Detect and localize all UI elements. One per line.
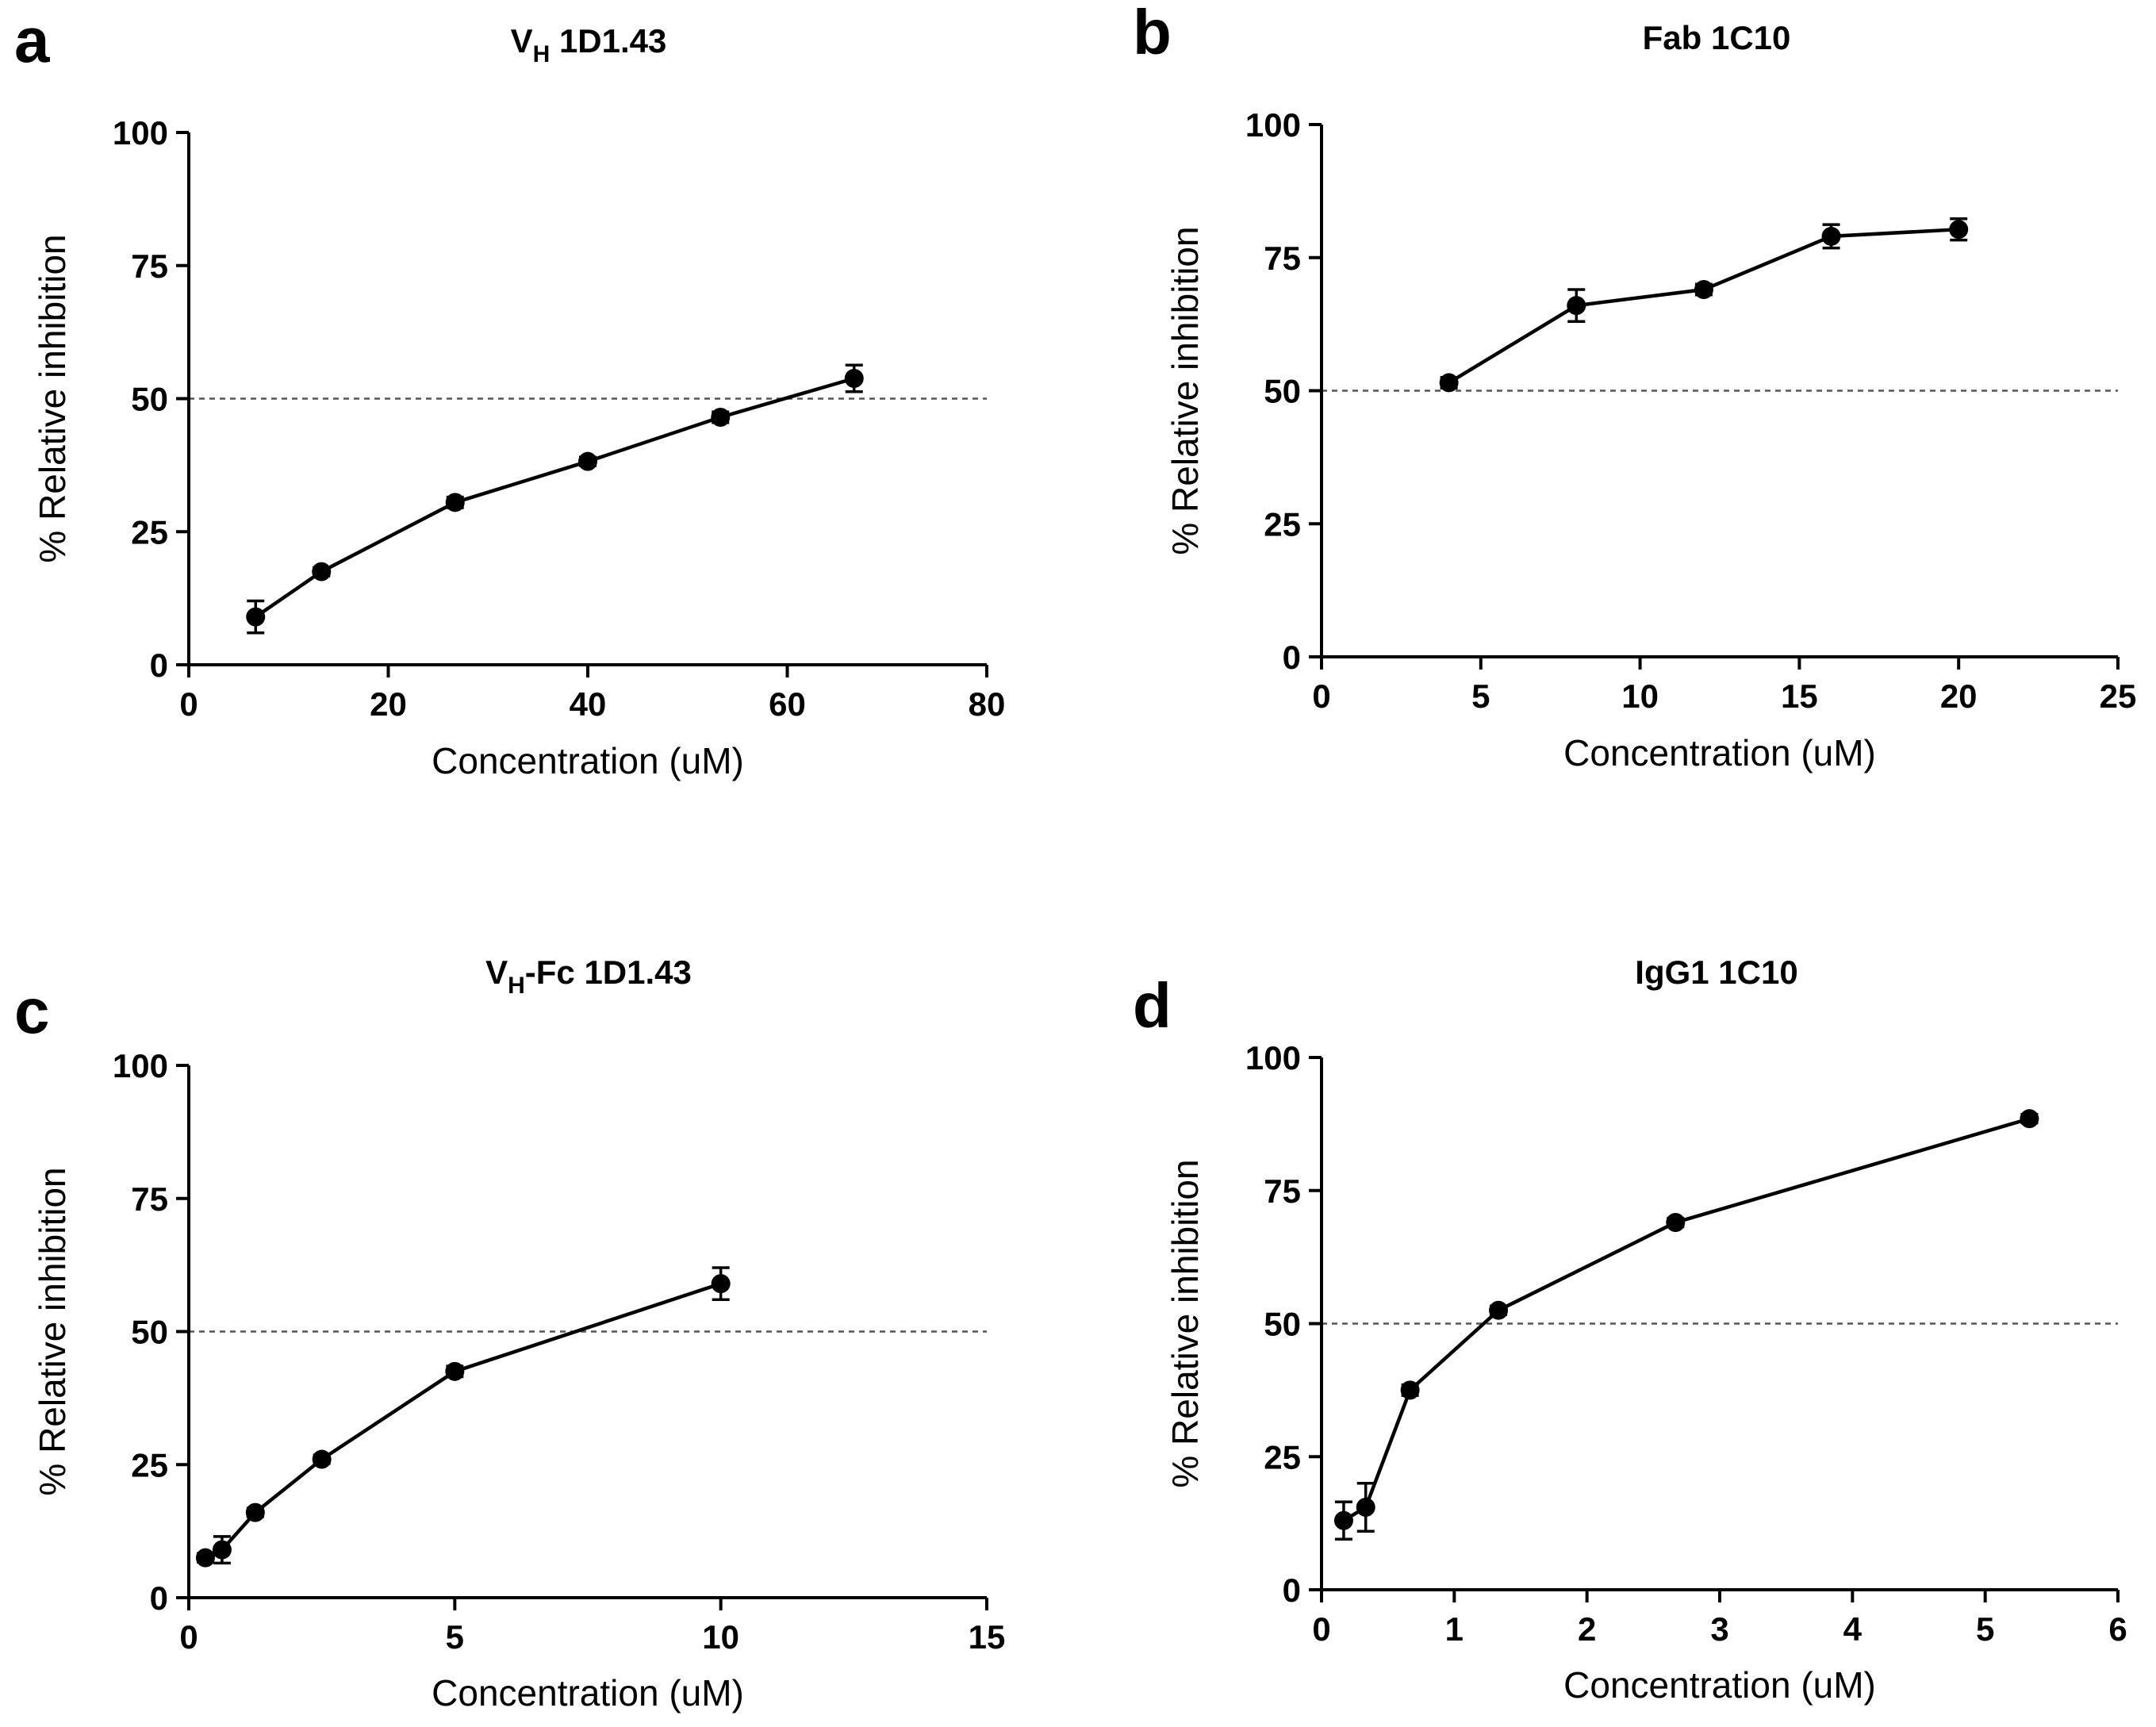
title-main: Fab 1C10 — [1643, 19, 1791, 56]
y-axis-label: % Relative inhibition — [32, 1167, 73, 1495]
y-tick-label: 100 — [1245, 106, 1301, 144]
title-main: IgG1 1C10 — [1635, 954, 1797, 991]
x-tick-label: 40 — [570, 685, 607, 723]
x-tick-label: 20 — [370, 685, 407, 723]
x-tick-label: 15 — [1781, 677, 1818, 715]
data-point — [1439, 373, 1459, 393]
x-tick-label: 1 — [1445, 1610, 1464, 1648]
y-tick-label: 0 — [150, 1579, 168, 1617]
chart-title: Fab 1C10 — [1643, 19, 1791, 56]
data-point — [445, 1361, 465, 1381]
x-tick-label: 10 — [702, 1618, 739, 1656]
data-point — [1400, 1380, 1420, 1400]
y-tick-label: 25 — [131, 1446, 168, 1483]
y-tick-label: 50 — [1264, 373, 1301, 410]
panel-letter: b — [1133, 0, 1172, 67]
x-tick-label: 15 — [969, 1618, 1006, 1656]
x-tick-label: 0 — [179, 685, 198, 723]
data-point — [245, 1502, 265, 1522]
series-line — [1448, 227, 1959, 385]
data-point — [312, 1449, 332, 1469]
title-rest: 1D1.43 — [550, 22, 666, 59]
y-tick-label: 25 — [1264, 505, 1301, 543]
y-tick-label: 100 — [113, 114, 168, 152]
y-tick-label: 50 — [1264, 1306, 1301, 1343]
y-tick-label: 100 — [1245, 1039, 1301, 1076]
x-tick-label: 80 — [969, 685, 1006, 723]
x-tick-label: 6 — [2108, 1610, 2127, 1648]
chart-title: IgG1 1C10 — [1635, 954, 1797, 991]
title-rest: -Fc 1D1.43 — [525, 954, 692, 991]
data-point — [1333, 1510, 1353, 1530]
data-point — [711, 1274, 731, 1294]
y-tick-label: 75 — [1264, 240, 1301, 277]
title-subscript: H — [533, 41, 551, 67]
data-point — [1567, 296, 1586, 316]
panel-letter: c — [14, 976, 50, 1046]
data-point — [1949, 220, 1969, 240]
series-line — [1342, 1117, 2031, 1522]
panel-d: d IgG1 1C10 0 25 50 75 100 0 1 2 3 4 5 6 Concentration… — [1133, 954, 2127, 1706]
y-tick-label: 100 — [113, 1047, 168, 1084]
x-axis-label: Concentration (uM) — [1563, 732, 1876, 773]
chart-title: VH 1D1.43 — [511, 22, 667, 67]
title-main: V — [485, 954, 508, 991]
data-point — [1821, 226, 1841, 246]
data-point — [1666, 1213, 1686, 1233]
x-tick-label: 60 — [769, 685, 806, 723]
y-tick-label: 50 — [131, 1314, 168, 1351]
x-axis-label: Concentration (uM) — [1563, 1664, 1876, 1706]
data-point — [1356, 1497, 1375, 1517]
x-tick-label: 20 — [1940, 677, 1978, 715]
data-point — [844, 369, 864, 389]
panel-b: b Fab 1C10 0 25 50 75 100 0 5 10 15 20 25 Concentrati… — [1133, 0, 2136, 773]
data-point — [195, 1548, 215, 1568]
data-point — [711, 407, 731, 427]
data-point — [1694, 280, 1713, 300]
y-axis-label: % Relative inhibition — [1164, 226, 1206, 555]
x-tick-label: 5 — [446, 1618, 464, 1656]
panel-a: a VH 1D1.43 0 25 50 75 100 0 20 40 60 80 Concentrati… — [14, 5, 1005, 781]
y-tick-label: 0 — [150, 647, 168, 684]
y-tick-label: 75 — [1264, 1172, 1301, 1210]
y-tick-label: 0 — [1283, 639, 1301, 676]
title-subscript: H — [508, 973, 525, 999]
x-tick-label: 0 — [179, 1618, 198, 1656]
y-tick-label: 50 — [131, 381, 168, 418]
x-tick-label: 10 — [1621, 677, 1659, 715]
x-tick-label: 3 — [1710, 1610, 1728, 1648]
chart-title: VH-Fc 1D1.43 — [485, 954, 692, 999]
x-axis-label: Concentration (uM) — [432, 1672, 744, 1714]
data-point — [445, 493, 465, 512]
panel-letter: d — [1133, 970, 1172, 1041]
data-point — [212, 1540, 232, 1560]
series-line — [204, 1281, 722, 1560]
x-tick-label: 25 — [2100, 677, 2137, 715]
data-point — [312, 562, 332, 581]
y-axis-label: % Relative inhibition — [32, 234, 73, 562]
title-main: V — [511, 22, 533, 59]
y-tick-label: 75 — [131, 248, 168, 285]
y-tick-label: 25 — [131, 513, 168, 551]
x-tick-label: 4 — [1843, 1610, 1863, 1648]
x-axis-label: Concentration (uM) — [432, 740, 744, 781]
data-point — [246, 607, 266, 627]
panel-letter: a — [14, 5, 50, 75]
panel-c: c VH-Fc 1D1.43 0 25 50 75 100 0 5 10 15 Concentrati… — [14, 954, 1005, 1714]
y-tick-label: 75 — [131, 1180, 168, 1218]
y-tick-label: 25 — [1264, 1438, 1301, 1476]
series-line — [254, 376, 855, 619]
y-axis-label: % Relative inhibition — [1164, 1159, 1206, 1487]
data-point — [578, 451, 597, 471]
x-tick-label: 0 — [1312, 677, 1330, 715]
data-point — [1489, 1300, 1509, 1320]
x-tick-label: 2 — [1578, 1610, 1596, 1648]
data-point — [2020, 1109, 2039, 1129]
x-tick-label: 0 — [1312, 1610, 1330, 1648]
y-tick-label: 0 — [1283, 1572, 1301, 1609]
x-tick-label: 5 — [1976, 1610, 1994, 1648]
x-tick-label: 5 — [1471, 677, 1490, 715]
